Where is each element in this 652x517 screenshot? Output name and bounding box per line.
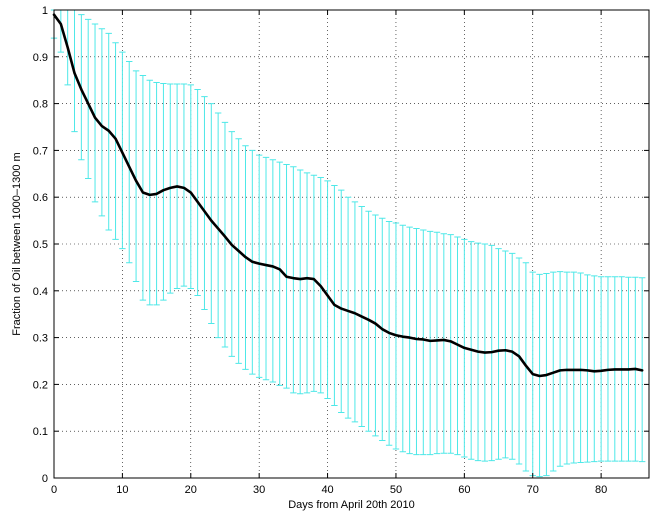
y-tick-label: 0.5 — [33, 239, 48, 251]
error-bar — [495, 248, 502, 460]
error-bar — [132, 70, 140, 282]
error-bar — [139, 75, 147, 301]
y-tick-label: 1 — [42, 5, 48, 17]
error-bars — [50, 9, 646, 478]
error-bar — [208, 103, 215, 325]
mean-series — [52, 13, 644, 378]
error-bar — [187, 84, 194, 289]
error-bar — [214, 112, 222, 339]
x-tick-label: 0 — [51, 484, 57, 496]
x-tick-label: 20 — [185, 484, 197, 496]
error-bar — [146, 79, 153, 306]
error-bar — [344, 196, 352, 419]
x-tick-label: 40 — [321, 484, 333, 496]
x-tick-label: 70 — [527, 484, 539, 496]
error-bar — [331, 185, 338, 406]
error-bar — [597, 276, 605, 462]
y-tick-label: 0.3 — [33, 333, 48, 345]
error-bar — [372, 214, 379, 437]
y-tick-label: 0.6 — [33, 192, 48, 204]
x-tick-label: 80 — [595, 484, 607, 496]
error-bar — [255, 154, 263, 378]
error-bar — [577, 272, 584, 464]
mean-line — [52, 13, 644, 378]
x-tick-label: 50 — [390, 484, 402, 496]
error-bar — [338, 189, 345, 413]
error-bar — [84, 18, 92, 179]
y-tick-label: 0.1 — [33, 426, 48, 438]
error-bar — [515, 257, 523, 465]
error-bar — [201, 96, 208, 311]
error-bar — [413, 228, 420, 456]
error-bar — [420, 229, 427, 456]
error-bar — [160, 82, 167, 301]
error-bar — [426, 230, 434, 456]
error-bar — [98, 28, 106, 217]
y-tick-label: 0.4 — [33, 286, 48, 298]
x-tick-label: 60 — [458, 484, 470, 496]
error-bar — [194, 89, 201, 296]
error-bar — [556, 271, 564, 467]
y-tick-label: 0.7 — [33, 145, 48, 157]
y-tick-labels: 0 0.1 0.2 0.3 0.4 0.5 0.6 0.7 0.8 0.9 1 — [33, 5, 48, 485]
error-bar — [584, 274, 591, 463]
error-bar — [269, 159, 277, 383]
error-bar — [433, 231, 441, 455]
error-bar — [303, 172, 311, 394]
error-bar — [563, 271, 571, 465]
x-tick-label: 30 — [253, 484, 265, 496]
error-bar — [570, 271, 577, 464]
error-bar — [447, 234, 454, 454]
error-bar — [290, 166, 297, 394]
error-bar — [276, 161, 283, 386]
error-bar — [91, 23, 99, 203]
error-bar — [509, 252, 516, 460]
y-tick-label: 0.2 — [33, 379, 48, 391]
error-bar — [591, 275, 598, 463]
error-bar — [406, 226, 413, 455]
error-bar — [351, 201, 359, 423]
error-bar — [324, 180, 331, 399]
error-bar — [297, 169, 304, 395]
error-bar — [262, 156, 270, 381]
y-tick-label: 0.8 — [33, 99, 48, 111]
error-bar — [399, 224, 406, 453]
error-bar — [126, 60, 133, 264]
x-axis-label: Days from April 20th 2010 — [288, 499, 415, 511]
y-tick-label: 0.9 — [33, 52, 48, 64]
y-axis-label: Fraction of Oil between 1000–1300 m — [11, 152, 23, 335]
axis-ticks — [53, 9, 649, 479]
error-bar — [180, 83, 188, 287]
error-bar — [502, 250, 509, 459]
error-bar — [310, 174, 318, 392]
x-tick-label: 10 — [116, 484, 128, 496]
error-bar — [440, 233, 448, 454]
y-tick-label: 0 — [42, 473, 48, 485]
x-tick-labels: 0 10 20 30 40 50 60 70 80 — [51, 484, 607, 496]
